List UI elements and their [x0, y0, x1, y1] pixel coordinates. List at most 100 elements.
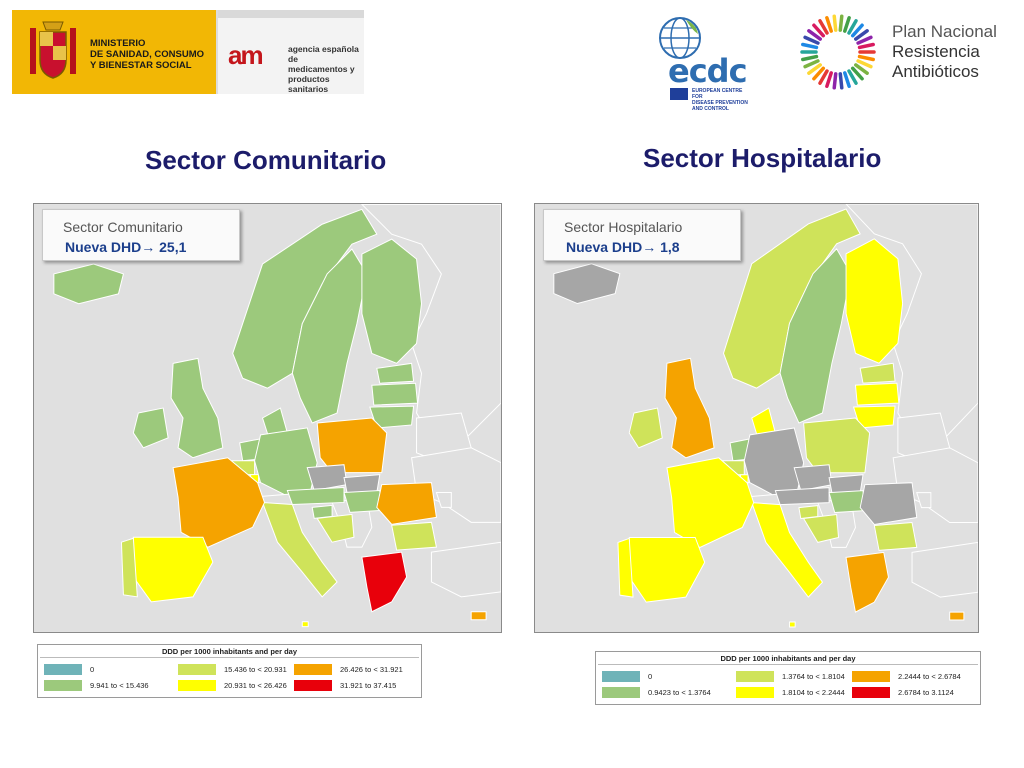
country-germany	[743, 427, 805, 496]
eu-flag-icon	[670, 88, 688, 100]
legend-label: 1.3764 to < 1.8104	[782, 671, 845, 681]
country-slovakia	[828, 474, 864, 494]
country-finland	[845, 238, 904, 364]
pnra-ring-dash	[807, 29, 822, 41]
callout-title: Sector Hospitalario	[564, 219, 683, 235]
pnra-ring-dash	[843, 16, 851, 33]
legend-item: 26.426 to < 31.921	[294, 663, 403, 675]
legend-item: 2.2444 to < 2.6784	[852, 670, 961, 682]
pnra-ring-dash	[812, 66, 826, 81]
legend-label: 0	[648, 671, 653, 681]
country-italy	[751, 502, 824, 598]
legend-community: DDD per 1000 inhabitants and per day 0 9.…	[37, 644, 422, 698]
country-moldova	[435, 492, 452, 508]
pnra-ring-dash	[832, 72, 838, 90]
legend-hospital: DDD per 1000 inhabitants and per day 0 0.…	[595, 651, 981, 705]
pnra-ring-dash	[843, 71, 851, 88]
aemps-line-3: productos sanitarios	[288, 74, 330, 94]
callout-community: Sector Comunitario Nueva DHD→ 25,1	[42, 209, 240, 261]
legend-swatch	[852, 686, 890, 698]
ministry-aemps-logo: MINISTERIO DE SANIDAD, CONSUMO Y BIENEST…	[12, 10, 364, 94]
legend-item: 20.931 to < 26.426	[178, 679, 287, 691]
country-hungary	[828, 490, 866, 514]
ecdc-logo: ecdc EUROPEAN CENTRE FOR DISEASE PREVENT…	[648, 12, 758, 112]
pnra-ring-dash	[818, 19, 829, 35]
callout-title: Sector Comunitario	[63, 219, 183, 235]
ecdc-line-3: AND CONTROL	[692, 106, 729, 112]
legend-label: 9.941 to < 15.436	[90, 680, 149, 690]
legend-swatch	[602, 686, 640, 698]
country-latvia	[371, 382, 419, 406]
pnra-ring-dash	[857, 42, 875, 50]
country-bulgaria	[391, 521, 438, 551]
map-community: Sector Comunitario Nueva DHD→ 25,1	[33, 203, 502, 633]
pnra-ring-dash	[832, 14, 838, 32]
legend-item: 0	[602, 670, 652, 682]
legend-swatch	[852, 670, 890, 682]
legend-item: 1.3764 to < 1.8104	[736, 670, 845, 682]
legend-label: 26.426 to < 31.921	[340, 664, 403, 674]
legend-label: 20.931 to < 26.426	[224, 680, 287, 690]
legend-item: 9.941 to < 15.436	[44, 679, 149, 691]
aemps-mark: am	[228, 40, 264, 70]
country-iceland	[553, 263, 621, 305]
pnra-ring-dash	[847, 69, 858, 85]
aemps-topbar	[218, 10, 364, 18]
pnra-ring-dash	[847, 19, 858, 35]
legend-label: 0	[90, 664, 95, 674]
legend-swatch	[178, 663, 216, 675]
legend-swatch	[294, 663, 332, 675]
legend-item: 31.921 to 37.415	[294, 679, 396, 691]
country-romania	[376, 482, 437, 525]
country-austria	[774, 487, 830, 506]
callout-value: Nueva DHD→ 1,8	[566, 239, 680, 255]
callout-hospital: Sector Hospitalario Nueva DHD→ 1,8	[543, 209, 741, 261]
europe-map-hospital	[535, 204, 978, 632]
country-portugal	[120, 537, 138, 598]
pnra-ring-dash	[803, 35, 820, 45]
country-malta	[789, 621, 796, 628]
country-croatia	[316, 513, 355, 543]
ministry-logo: MINISTERIO DE SANIDAD, CONSUMO Y BIENEST…	[12, 10, 216, 94]
country-bulgaria	[873, 521, 918, 551]
country-romania	[859, 482, 918, 526]
title-hospital: Sector Hospitalario	[643, 143, 882, 173]
country-slovakia	[343, 474, 381, 494]
country-uk	[664, 357, 715, 459]
legend-swatch	[602, 670, 640, 682]
legend-item: 0	[44, 663, 94, 675]
legend-swatch	[736, 670, 774, 682]
pnra-ring-dash	[807, 63, 822, 75]
pnra-ring-icon	[800, 14, 876, 90]
legend-item: 1.8104 to < 2.2444	[736, 686, 845, 698]
pnra-ring-dash	[838, 14, 844, 32]
country-ireland	[628, 407, 663, 449]
pnra-ring-dash	[838, 72, 844, 90]
country-ireland	[132, 407, 169, 449]
pnra-ring-dash	[818, 69, 829, 85]
pnra-ring-dash	[857, 54, 875, 62]
legend-label: 0.9423 to < 1.3764	[648, 687, 711, 697]
country-slovenia	[798, 505, 819, 520]
country-uk	[170, 357, 224, 459]
country-poland	[803, 417, 871, 474]
country-greece	[361, 551, 408, 613]
ecdc-wordmark: ecdc	[668, 52, 748, 90]
legend-divider	[598, 664, 978, 665]
country-sweden	[779, 247, 852, 424]
map-hospital: Sector Hospitalario Nueva DHD→ 1,8	[534, 203, 979, 633]
pnra-line-1: Plan Nacional	[892, 22, 997, 41]
title-community: Sector Comunitario	[145, 145, 387, 175]
country-estonia	[859, 362, 896, 384]
aemps-logo: am agencia española de medicamentos y pr…	[216, 10, 364, 94]
pnra-ring-dash	[850, 66, 864, 81]
country-greece	[845, 551, 889, 613]
legend-label: 1.8104 to < 2.2444	[782, 687, 845, 697]
ministry-line-2: DE SANIDAD, CONSUMO	[90, 49, 205, 60]
legend-label: 15.436 to < 20.931	[224, 664, 287, 674]
pnra-line-2: Resistencia	[892, 42, 980, 61]
country-poland	[316, 417, 388, 474]
aemps-line-2: medicamentos y	[288, 64, 355, 74]
country-iceland	[53, 263, 125, 305]
ministry-line-1: MINISTERIO	[90, 38, 146, 49]
